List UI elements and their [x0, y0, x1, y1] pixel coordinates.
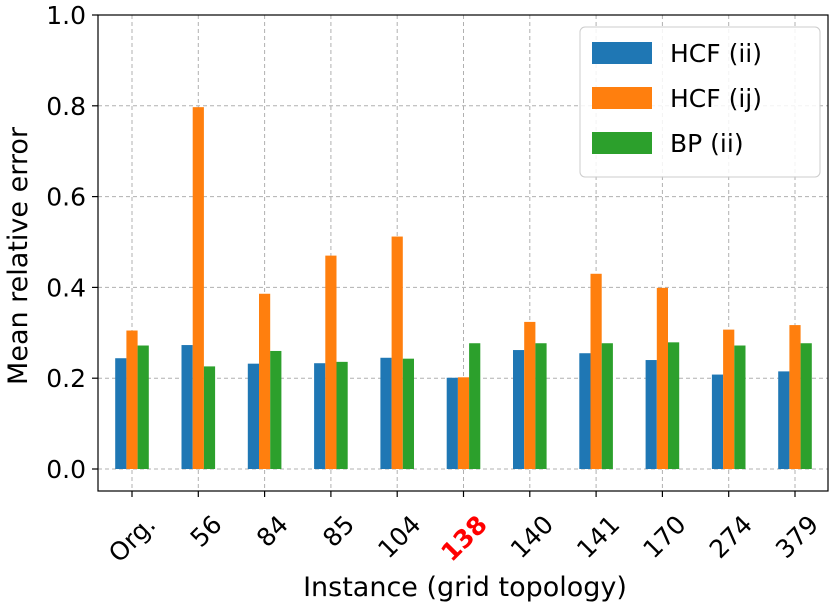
bar-bp-ii-140 — [535, 343, 547, 469]
bar-hcf-ij-141 — [590, 273, 602, 469]
y-tick-label: 0.8 — [46, 92, 86, 121]
legend-label: HCF (ii) — [670, 39, 762, 68]
legend-label: HCF (ij) — [670, 84, 762, 113]
bar-hcf-ij-org — [126, 330, 138, 469]
legend-swatch — [592, 42, 652, 64]
y-axis-label: Mean relative error — [3, 126, 34, 385]
bar-hcf-ii-56 — [181, 345, 193, 469]
x-tick-label: 84 — [251, 510, 294, 553]
bar-hcf-ii-104 — [380, 357, 392, 469]
bar-bp-ii-379 — [800, 343, 812, 469]
bar-hcf-ij-140 — [524, 321, 536, 469]
y-axis-ticks: 0.0 0.2 0.4 0.6 0.8 1.0 — [46, 1, 98, 484]
x-tick-label: Org. — [103, 510, 161, 568]
x-axis-label: Instance (grid topology) — [303, 572, 627, 603]
bar-hcf-ii-138 — [446, 377, 458, 469]
bar-bp-ii-274 — [734, 345, 746, 469]
x-tick-label: 56 — [185, 510, 228, 553]
x-tick-label: 141 — [571, 510, 625, 564]
bar-hcf-ii-140 — [513, 350, 525, 469]
x-tick-label-highlighted: 138 — [435, 510, 492, 567]
legend: HCF (ii) HCF (ij) BP (ii) — [579, 26, 821, 178]
bar-hcf-ii-141 — [579, 353, 591, 469]
bar-hcf-ij-84 — [259, 293, 271, 469]
bar-hcf-ii-379 — [778, 371, 790, 469]
bar-bp-ii-56 — [203, 366, 216, 469]
bar-bp-ii-org — [137, 345, 149, 469]
bar-hcf-ij-85 — [325, 255, 337, 469]
x-tick-label: 140 — [505, 510, 559, 564]
y-tick-label: 0.2 — [46, 364, 86, 393]
bar-bp-ii-170 — [668, 342, 680, 469]
x-tick-label: 170 — [637, 510, 691, 564]
bar-hcf-ij-104 — [391, 236, 403, 469]
x-tick-label: 85 — [317, 510, 360, 553]
y-tick-label: 0.4 — [46, 273, 86, 302]
bar-hcf-ii-170 — [645, 360, 657, 469]
y-tick-label: 1.0 — [46, 1, 86, 30]
bar-hcf-ij-138 — [457, 377, 470, 469]
legend-swatch — [592, 132, 652, 154]
bar-hcf-ii-84 — [247, 363, 259, 469]
bar-hcf-ij-170 — [656, 287, 668, 469]
bar-bp-ii-84 — [270, 350, 282, 469]
y-tick-label: 0.0 — [46, 455, 86, 484]
bar-bp-ii-104 — [402, 358, 414, 469]
bar-bp-ii-85 — [336, 361, 348, 469]
legend-label: BP (ii) — [670, 129, 744, 158]
x-tick-label: 379 — [770, 510, 824, 564]
bar-bp-ii-138 — [469, 343, 481, 469]
bar-hcf-ii-85 — [314, 363, 326, 469]
bar-hcf-ij-379 — [789, 325, 801, 469]
x-tick-label: 274 — [704, 510, 758, 564]
bar-hcf-ii-274 — [711, 374, 724, 469]
x-axis-ticks: Org. 56 84 85 104 138 140 141 170 274 379 — [103, 491, 824, 568]
bar-hcf-ij-274 — [723, 329, 735, 469]
x-tick-label: 104 — [372, 510, 426, 564]
bar-hcf-ij-56 — [192, 107, 204, 470]
y-tick-label: 0.6 — [46, 183, 86, 212]
bar-hcf-ii-org — [115, 358, 127, 469]
bar-bp-ii-141 — [601, 343, 613, 469]
legend-swatch — [592, 87, 652, 109]
bars — [115, 107, 812, 470]
